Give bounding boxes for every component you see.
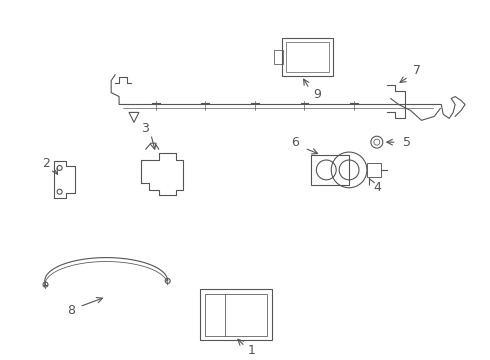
Text: 7: 7 bbox=[413, 64, 420, 77]
Bar bbox=[312, 155, 349, 185]
Bar bbox=[200, 289, 272, 341]
Text: 2: 2 bbox=[42, 157, 49, 171]
Bar bbox=[205, 294, 267, 337]
Text: 5: 5 bbox=[403, 136, 411, 149]
Bar bbox=[274, 50, 283, 64]
Bar bbox=[282, 38, 333, 76]
Bar bbox=[286, 42, 329, 72]
Text: 6: 6 bbox=[292, 136, 299, 149]
Text: 4: 4 bbox=[373, 181, 381, 194]
Bar bbox=[367, 163, 381, 177]
Text: 9: 9 bbox=[314, 88, 321, 101]
Text: 3: 3 bbox=[141, 122, 149, 135]
Text: 1: 1 bbox=[248, 344, 256, 357]
Text: 8: 8 bbox=[68, 304, 75, 317]
